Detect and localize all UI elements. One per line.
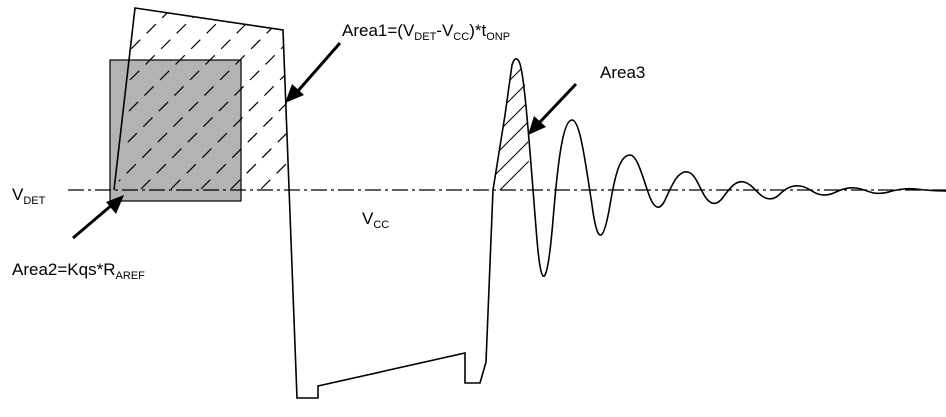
area1-arrow <box>295 42 342 93</box>
area2-shaded-box <box>109 59 242 202</box>
area3-label: Area3 <box>600 63 645 82</box>
main-waveform <box>113 7 946 399</box>
area1-label: Area1=(VDET-VCC)*tONP <box>342 21 510 43</box>
area2-arrow <box>72 202 114 240</box>
area1-arrowhead <box>285 84 304 103</box>
vcc-label: VCC <box>362 209 389 231</box>
vdet-label: VDET <box>12 185 46 207</box>
arrows <box>72 42 578 240</box>
area3-arrowhead <box>528 116 546 135</box>
area2-label: Area2=Kqs*RAREF <box>12 260 145 282</box>
area1-hatching <box>118 8 291 190</box>
area3-arrow <box>538 82 578 124</box>
area2-arrowhead <box>106 195 124 214</box>
